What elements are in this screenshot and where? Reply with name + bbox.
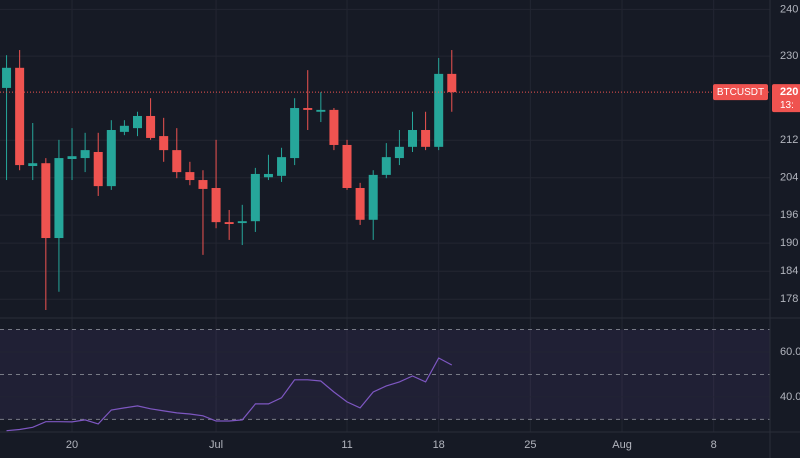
candle-body [80, 150, 90, 159]
candle-body [421, 130, 431, 147]
candle-body [290, 108, 300, 159]
candle-body [15, 67, 25, 166]
price-label: 220 [780, 86, 798, 98]
y-tick-label: 178 [780, 293, 798, 305]
candle-body [250, 173, 260, 222]
candle-body [119, 125, 129, 132]
candle-body [342, 144, 352, 188]
candle-body [159, 136, 169, 151]
candle-body [28, 163, 38, 167]
candle-body [237, 221, 247, 224]
candle-body [394, 146, 404, 159]
y-tick-label: 212 [780, 134, 798, 146]
y-tick-label: 196 [780, 209, 798, 221]
candle-body [106, 130, 116, 187]
x-tick-label: Aug [612, 439, 632, 451]
candle-body [67, 156, 77, 159]
candle-body [41, 163, 51, 239]
candle-body [54, 158, 64, 239]
symbol-label: BTCUSDT [717, 87, 764, 98]
candle-body [172, 150, 182, 173]
x-tick-label: Jul [209, 439, 223, 451]
candle-body [316, 109, 326, 112]
y-tick-label: 184 [780, 265, 798, 277]
candle-body [408, 130, 417, 147]
candle-body [447, 73, 457, 93]
y-tick-label: 204 [780, 172, 798, 184]
candle-body [198, 180, 208, 189]
candle-body [381, 157, 391, 175]
x-tick-label: 18 [433, 439, 445, 451]
candle-body [224, 222, 234, 225]
candle-body [133, 115, 142, 129]
x-tick-label: 20 [66, 439, 78, 451]
candle-body [93, 151, 103, 187]
price-tag [772, 84, 800, 113]
y-tick-label: 240 [780, 3, 798, 15]
countdown-label: 13: [780, 100, 794, 111]
x-tick-label: 11 [341, 439, 352, 451]
symbol-tag [713, 84, 768, 101]
x-tick-label: 8 [711, 439, 717, 451]
candle-body [434, 73, 444, 147]
candle-body [303, 108, 313, 110]
candle-body [277, 157, 287, 176]
candle-body [146, 115, 156, 138]
candle-body [2, 67, 12, 88]
candle-body [185, 172, 195, 181]
y-tick-label: 230 [780, 50, 798, 62]
x-tick-label: 25 [524, 439, 536, 451]
y-tick-label: 190 [780, 237, 798, 249]
candle-body [329, 109, 339, 145]
candle-body [263, 173, 273, 178]
candle-body [368, 174, 378, 220]
y-tick-label: 60.0 [780, 346, 800, 358]
candle-body [211, 187, 221, 223]
y-tick-label: 40.0 [780, 391, 800, 403]
rsi-line [6, 357, 453, 432]
candle-body [355, 187, 365, 220]
